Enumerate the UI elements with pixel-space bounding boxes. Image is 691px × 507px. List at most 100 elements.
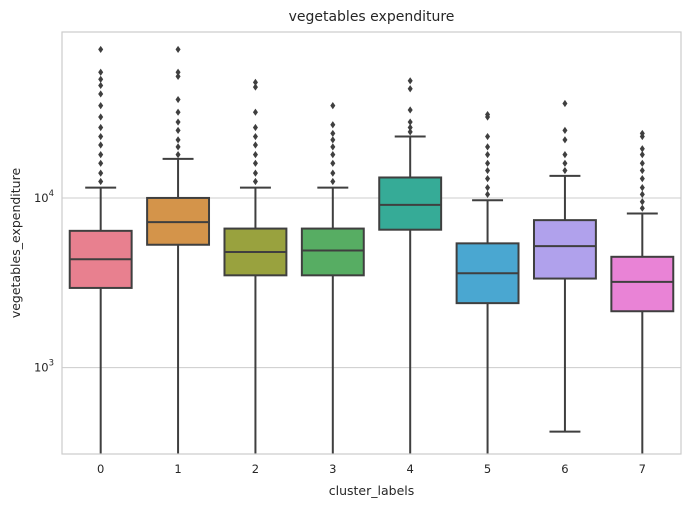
outlier-point [562,99,568,108]
box-cluster-2 [223,78,288,454]
outlier-point [252,132,258,141]
box-cluster-7 [610,129,675,454]
outlier-point [407,118,413,126]
outlier-point [98,90,104,98]
outlier-point [330,102,336,110]
box-cluster-4 [378,77,443,454]
outlier-point [639,166,645,175]
box-cluster-3 [300,102,365,454]
outlier-point [562,166,568,175]
outlier-point [562,159,568,167]
outlier-point [98,132,104,141]
outlier-point [639,190,645,198]
plot-frame [61,31,682,455]
outlier-point [485,143,491,151]
outlier-point [330,129,336,138]
outlier-point [98,45,104,54]
outlier-point [330,151,336,159]
outlier-point [485,159,491,167]
box-cluster-0 [68,45,133,454]
outlier-point [175,45,181,54]
outlier-point [330,121,336,129]
outlier-point [639,159,645,167]
x-tick-label-3: 3 [329,462,336,476]
outlier-point [252,169,258,177]
outlier-point [330,136,336,144]
outlier-point [175,143,181,151]
outlier-point [407,77,413,85]
outlier-point [485,151,491,159]
y-tick-label-1: 104 [34,189,54,205]
x-tick-label-1: 1 [174,462,181,476]
outlier-point [407,85,413,93]
outlier-point [252,141,258,149]
box-cluster-6 [532,99,597,433]
outlier-point [98,151,104,159]
outlier-point [175,136,181,144]
outlier-point [485,190,491,198]
outlier-point [252,177,258,186]
x-tick-label-6: 6 [561,462,568,476]
outlier-point [175,151,181,159]
outlier-point [98,159,104,167]
x-ticks: 0 1 2 3 4 5 6 7 [97,462,646,476]
y-tick-label-0: 103 [34,359,54,375]
chart-title: vegetables expenditure [289,9,455,25]
outlier-point [562,136,568,144]
outlier-point [252,108,258,116]
outlier-point [252,159,258,167]
x-tick-label-2: 2 [252,462,259,476]
y-ticks: 103 104 [34,189,54,375]
outlier-point [98,81,104,90]
outlier-point [98,68,104,76]
outlier-point [639,151,645,159]
box-iqr [378,176,443,231]
outlier-point [330,159,336,167]
outlier-point [98,141,104,149]
outlier-point [485,132,491,141]
x-tick-label-4: 4 [407,462,414,476]
outlier-point [98,75,104,83]
outlier-point [175,108,181,116]
outlier-point [639,204,645,212]
outlier-point [175,118,181,126]
outlier-point [175,72,181,81]
outlier-point [562,126,568,135]
outlier-point [485,184,491,192]
box-series [68,45,675,454]
outlier-point [252,78,258,86]
outlier-point [639,198,645,206]
outlier-point [562,151,568,159]
x-tick-label-5: 5 [484,462,491,476]
outlier-point [407,128,413,136]
x-tick-label-0: 0 [97,462,104,476]
x-tick-label-7: 7 [639,462,646,476]
outlier-point [485,110,491,119]
box-iqr [610,255,675,313]
outlier-point [252,83,258,91]
outlier-point [98,113,104,121]
outlier-point [98,169,104,177]
outlier-point [639,184,645,192]
outlier-point [639,175,645,183]
outlier-point [175,68,181,76]
outlier-point [252,123,258,132]
outlier-point [330,143,336,151]
outlier-point [98,123,104,132]
outlier-point [330,177,336,186]
box-cluster-1 [146,45,211,454]
y-axis-label: vegetables_expenditure [8,168,23,319]
outlier-point [98,177,104,186]
outlier-point [407,123,413,132]
outlier-point [175,126,181,135]
outlier-point [98,102,104,110]
outlier-point [252,151,258,159]
outlier-point [330,169,336,177]
x-axis-label: cluster_labels [329,483,415,498]
outlier-point [639,145,645,153]
box-cluster-5 [455,110,520,454]
box-iqr [300,227,365,277]
outlier-point [175,95,181,104]
box-iqr [532,219,597,280]
